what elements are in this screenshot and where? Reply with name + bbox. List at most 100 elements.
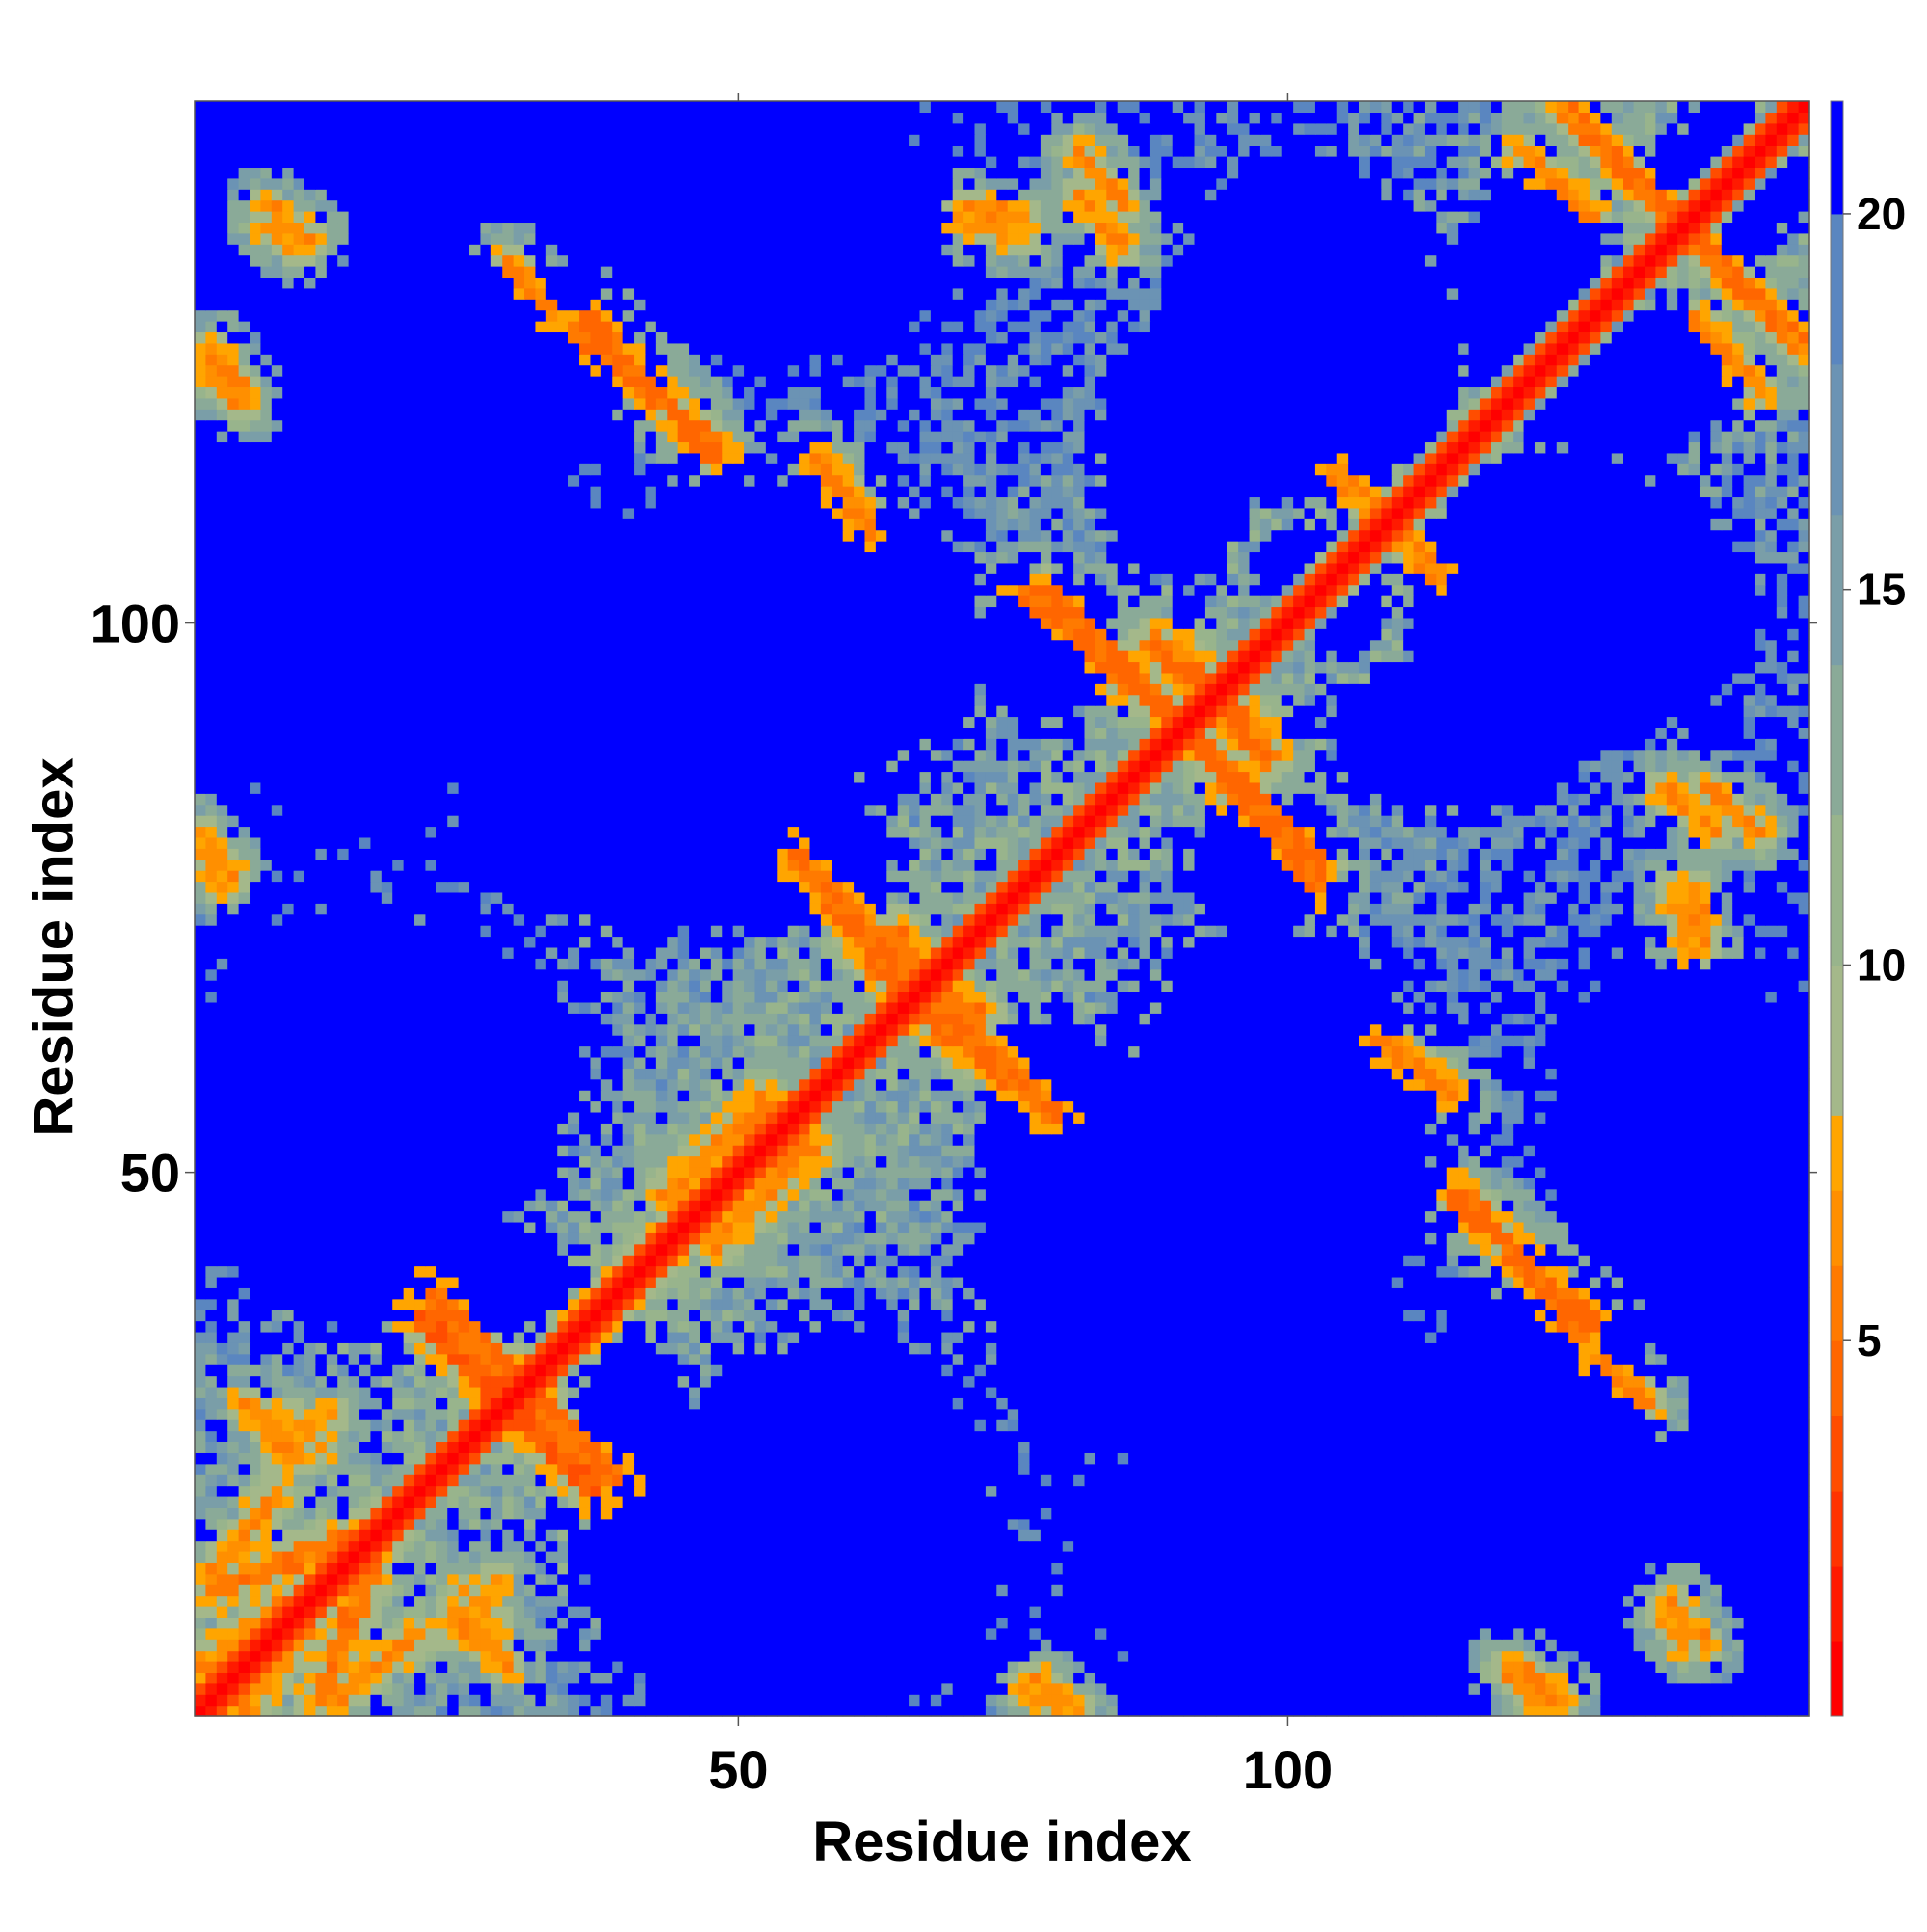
heatmap-cell [370, 1452, 383, 1465]
heatmap-cell [777, 1485, 789, 1497]
heatmap-cell [1710, 1573, 1723, 1585]
heatmap-cell [1776, 1485, 1788, 1497]
heatmap-cell [700, 1584, 712, 1597]
heatmap-cell [787, 1353, 800, 1365]
heatmap-cell [722, 1441, 734, 1453]
heatmap-cell [1314, 1364, 1327, 1377]
heatmap-cell [348, 1660, 360, 1673]
heatmap-cell [832, 1540, 844, 1552]
heatmap-cell [1381, 1375, 1393, 1388]
heatmap-cell [381, 1364, 393, 1377]
heatmap-cell [1545, 1639, 1558, 1652]
heatmap-cell [1271, 1375, 1283, 1388]
heatmap-cell [1710, 1694, 1723, 1707]
heatmap-cell [1501, 1540, 1514, 1552]
heatmap-cell [1589, 1364, 1601, 1377]
heatmap-cell [897, 1540, 910, 1552]
heatmap-cell [765, 1682, 778, 1695]
heatmap-cell [403, 1550, 415, 1563]
heatmap-cell [1007, 1573, 1019, 1585]
heatmap-cell [820, 1353, 832, 1365]
heatmap-cell [590, 1617, 602, 1629]
heatmap-cell [1688, 1386, 1701, 1398]
heatmap-cell [1326, 1682, 1338, 1695]
heatmap-cell [1204, 1353, 1217, 1365]
heatmap-cell [919, 1386, 932, 1398]
heatmap-cell [1007, 1584, 1019, 1597]
heatmap-cell [1523, 1694, 1536, 1707]
heatmap-cell [502, 1672, 515, 1684]
heatmap-cell [1589, 1639, 1601, 1652]
heatmap-cell [677, 1562, 690, 1575]
heatmap-cell [1281, 1474, 1294, 1487]
heatmap-cell [1732, 1364, 1745, 1377]
heatmap-cell [1458, 1529, 1470, 1542]
heatmap-cell [1293, 1518, 1306, 1530]
heatmap-cell [1227, 1705, 1239, 1717]
heatmap-cell [1391, 1584, 1404, 1597]
heatmap-cell [952, 1605, 964, 1618]
heatmap-cell [1743, 1540, 1755, 1552]
heatmap-cell [1106, 1694, 1119, 1707]
heatmap-cell [622, 1550, 635, 1563]
heatmap-cell [1259, 1682, 1272, 1695]
heatmap-cell [1633, 1705, 1646, 1717]
heatmap-cell [1699, 1364, 1711, 1377]
heatmap-cell [1084, 1485, 1096, 1497]
heatmap-cell [1062, 1660, 1074, 1673]
heatmap-cell [238, 1682, 251, 1695]
heatmap-cell [205, 1495, 218, 1508]
heatmap-cell [832, 1584, 844, 1597]
heatmap-cell [195, 1617, 206, 1629]
heatmap-cell [1391, 1397, 1404, 1410]
heatmap-cell [535, 1419, 547, 1432]
heatmap-cell [293, 1408, 305, 1420]
heatmap-cell [1403, 1660, 1415, 1673]
heatmap-cell [1545, 1617, 1558, 1629]
heatmap-cell [1139, 1650, 1151, 1662]
heatmap-cell [469, 1495, 482, 1508]
heatmap-cell [1259, 1342, 1272, 1355]
heatmap-cell [1743, 1353, 1755, 1365]
heatmap-cell [348, 1397, 360, 1410]
heatmap-cell [1304, 1408, 1316, 1420]
heatmap-cell [557, 1495, 569, 1508]
heatmap-cell [710, 1342, 723, 1355]
heatmap-cell [1491, 1529, 1503, 1542]
heatmap-cell [754, 1550, 767, 1563]
heatmap-cell [1568, 1672, 1580, 1684]
heatmap-cell [1281, 1694, 1294, 1707]
heatmap-cell [403, 1682, 415, 1695]
heatmap-cell [238, 1694, 251, 1707]
heatmap-cell [1381, 1573, 1393, 1585]
heatmap-cell [1095, 1672, 1107, 1684]
heatmap-cell [700, 1408, 712, 1420]
heatmap-cell [930, 1660, 942, 1673]
heatmap-cell [238, 1562, 251, 1575]
heatmap-cell [1348, 1518, 1360, 1530]
heatmap-cell [622, 1562, 635, 1575]
heatmap-cell [930, 1419, 942, 1432]
heatmap-cell [1040, 1441, 1052, 1453]
heatmap-cell [1139, 1562, 1151, 1575]
heatmap-cell [1128, 1540, 1141, 1552]
heatmap-cell [535, 1705, 547, 1717]
heatmap-cell [1600, 1386, 1613, 1398]
heatmap-cell [854, 1628, 866, 1640]
heatmap-cell [842, 1397, 855, 1410]
heatmap-cell [930, 1650, 942, 1662]
heatmap-cell [1710, 1474, 1723, 1487]
heatmap-cell [1710, 1540, 1723, 1552]
heatmap-cell [600, 1705, 613, 1717]
heatmap-cell [1062, 1375, 1074, 1388]
heatmap-cell [271, 1550, 283, 1563]
heatmap-cell [1798, 1375, 1810, 1388]
heatmap-cell [1183, 1419, 1196, 1432]
heatmap-cell [392, 1408, 405, 1420]
heatmap-cell [1611, 1408, 1623, 1420]
heatmap-cell [238, 1342, 251, 1355]
heatmap-cell [1128, 1562, 1141, 1575]
heatmap-cell [590, 1353, 602, 1365]
heatmap-cell [1666, 1463, 1678, 1475]
heatmap-cell [612, 1452, 624, 1465]
